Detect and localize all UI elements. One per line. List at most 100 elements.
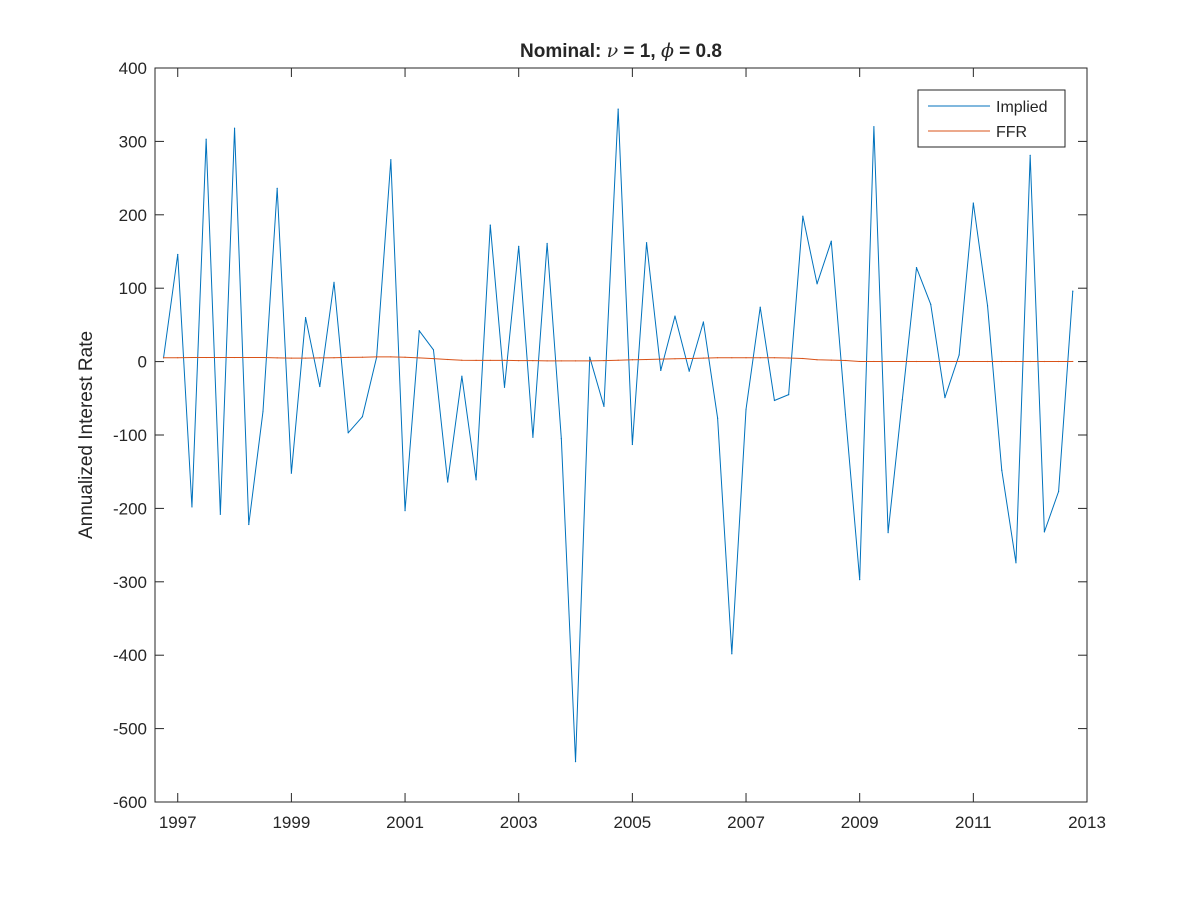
x-tick-label: 2011: [955, 813, 992, 832]
data-point: [788, 394, 790, 396]
title-suffix: = 0.8: [674, 41, 722, 62]
data-point: [361, 356, 364, 358]
data-point: [333, 357, 335, 359]
data-point: [191, 356, 193, 359]
x-tick-label: 1999: [272, 813, 310, 832]
y-tick-label: 100: [119, 279, 147, 298]
data-point: [518, 360, 520, 362]
data-point: [418, 330, 420, 332]
y-tick-label: -600: [113, 793, 147, 812]
data-point: [290, 472, 292, 474]
data-point: [191, 506, 193, 508]
data-point: [475, 359, 477, 361]
data-point: [788, 357, 790, 359]
data-point: [1057, 490, 1060, 493]
y-tick-label: 400: [119, 59, 147, 78]
data-point: [873, 126, 875, 128]
y-axis-label: Annualized Interest Rate: [76, 331, 97, 539]
data-point: [447, 358, 449, 361]
data-point: [1072, 290, 1074, 292]
data-point: [1029, 154, 1031, 156]
data-point: [276, 187, 278, 189]
x-tick-label: 2003: [500, 813, 538, 832]
data-point: [347, 356, 349, 359]
data-point: [972, 202, 974, 204]
data-point: [574, 761, 577, 763]
data-point: [503, 386, 506, 388]
legend: Implied FFR: [917, 89, 1066, 148]
data-point: [589, 356, 591, 358]
title-prefix: Nominal:: [520, 41, 607, 62]
data-point: [546, 360, 548, 362]
data-point: [688, 370, 690, 372]
data-point: [674, 315, 676, 317]
x-tick-label: 1997: [159, 813, 197, 832]
data-point: [390, 159, 392, 161]
data-point: [404, 356, 406, 358]
plot-area: [155, 68, 1087, 802]
data-point: [262, 356, 264, 359]
y-tick-label: 0: [138, 353, 147, 372]
legend-box: [917, 89, 1066, 148]
data-point: [333, 281, 335, 283]
data-point: [432, 358, 435, 360]
data-point: [461, 359, 463, 361]
data-point: [816, 359, 818, 361]
data-point: [944, 396, 946, 399]
data-point: [560, 438, 562, 440]
series-layer: [162, 108, 1074, 763]
data-point: [262, 410, 264, 413]
data-point: [660, 358, 662, 360]
data-point: [248, 356, 250, 359]
data-point: [177, 357, 179, 359]
data-point: [731, 653, 733, 655]
data-point: [205, 138, 207, 140]
data-point: [859, 579, 861, 581]
y-tick-label: -100: [113, 426, 147, 445]
data-point: [830, 359, 832, 361]
data-point: [986, 360, 989, 363]
data-point: [574, 360, 577, 362]
data-point: [745, 357, 747, 359]
data-point: [1043, 531, 1045, 533]
data-point: [887, 360, 889, 363]
data-point: [418, 357, 420, 359]
data-point: [958, 360, 960, 363]
data-point: [1015, 562, 1017, 564]
data-point: [319, 357, 321, 359]
axes-box: [154, 67, 1088, 803]
data-point: [233, 356, 236, 359]
data-point: [1029, 360, 1031, 363]
data-point: [859, 360, 861, 363]
data-point: [177, 253, 179, 256]
data-point: [773, 357, 776, 359]
data-point: [603, 359, 605, 362]
data-point: [461, 375, 463, 377]
data-point: [617, 359, 619, 361]
data-point: [930, 360, 932, 363]
data-point: [390, 356, 392, 358]
ticks-layer: 400 300 200 100 0 -100 -200 -300 -400 -500 -600 199…: [113, 59, 1106, 832]
data-point: [901, 399, 903, 401]
data-point: [802, 215, 804, 217]
data-point: [915, 267, 918, 269]
data-point: [319, 385, 321, 388]
data-point: [944, 360, 946, 363]
data-point: [489, 359, 491, 361]
data-point: [802, 357, 804, 360]
data-point: [1043, 360, 1045, 363]
data-point: [489, 224, 491, 226]
data-point: [887, 532, 889, 534]
chart-title: Nominal: ν = 1, ϕ = 0.8: [520, 40, 722, 62]
data-point: [688, 357, 690, 360]
data-point: [930, 303, 932, 305]
series-points-ffr: [162, 356, 1074, 363]
data-point: [305, 316, 307, 319]
data-point: [347, 432, 349, 434]
title-phi-symbol: ϕ: [661, 40, 674, 62]
data-point: [816, 283, 818, 285]
data-point: [518, 245, 520, 247]
data-point: [205, 356, 207, 359]
